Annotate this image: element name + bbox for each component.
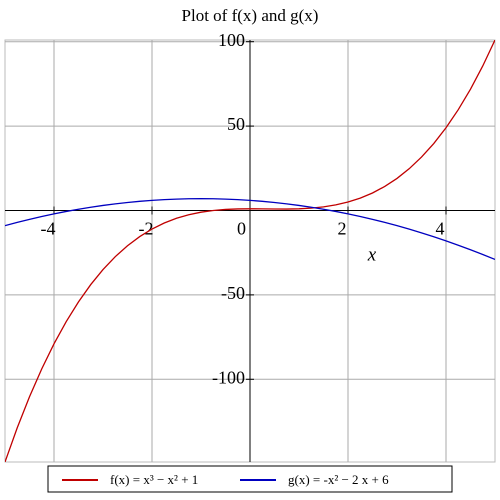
legend-box: [47, 465, 453, 493]
x-tick-label: 2: [338, 219, 347, 239]
series-line: [5, 40, 495, 462]
y-tick-label: 100: [218, 30, 245, 50]
y-tick-label: 50: [227, 114, 245, 134]
legend-label: g(x) = -x² − 2 x + 6: [288, 472, 389, 487]
y-tick-label: -50: [221, 283, 245, 303]
legend-label: f(x) = x³ − x² + 1: [110, 472, 198, 487]
x-tick-label: -4: [41, 219, 56, 239]
chart-title: Plot of f(x) and g(x): [182, 6, 319, 25]
x-axis-label: x: [367, 244, 377, 265]
series-line: [5, 198, 495, 261]
y-tick-label: -100: [212, 367, 245, 387]
x-tick-label: 0: [237, 219, 246, 239]
x-tick-label: 4: [436, 219, 445, 239]
x-tick-label: -2: [139, 219, 154, 239]
